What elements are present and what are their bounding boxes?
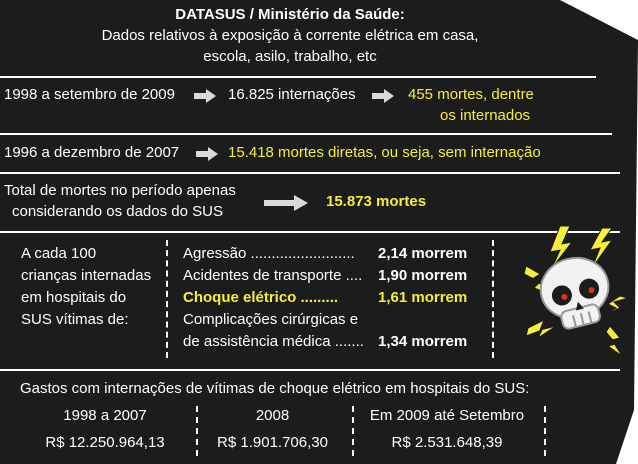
arrow-right-icon	[372, 89, 394, 103]
row2-period: 1996 a dezembro de 2007	[4, 144, 180, 161]
arrow-right-icon	[196, 147, 218, 161]
cause-label-complicacoes-line-1: Complicações cirúrgicas e	[183, 311, 359, 328]
header-line-2: escola, asilo, trabalho, etc	[203, 48, 377, 65]
row1-internacoes: 16.825 internações	[228, 86, 356, 103]
costs-period: Em 2009 até Setembro	[369, 407, 525, 424]
row1-period: 1998 a setembro de 2009	[4, 86, 175, 103]
cause-label-complicacoes-line-2: de assistência médica .......	[183, 333, 364, 350]
divider	[0, 76, 596, 78]
arrow-right-icon	[194, 89, 216, 103]
cause-label-agressao: Agressão .........................	[183, 245, 355, 262]
divider	[0, 231, 620, 233]
children-intro-line: em hospitais do	[21, 289, 127, 306]
skull-icon	[523, 225, 630, 357]
cause-label-transporte: Acidentes de transporte ....	[183, 267, 363, 284]
cause-value-agressao: 2,14 morrem	[378, 245, 468, 262]
dashed-separator	[352, 406, 354, 456]
row3-label-line-1: Total de mortes no período apenas	[4, 182, 236, 199]
cause-value-choque: 1,61 morrem	[378, 289, 468, 306]
header-title: DATASUS / Ministério da Saúde:	[175, 6, 405, 23]
dashed-separator	[196, 406, 198, 456]
row3-total: 15.873 mortes	[326, 193, 427, 210]
costs-value: R$ 1.901.706,30	[217, 434, 328, 451]
header-line-1: Dados relativos à exposição à corrente e…	[101, 27, 479, 44]
children-intro-line: SUS vítimas de:	[21, 311, 129, 328]
cause-label-choque: Choque elétrico .........	[183, 289, 339, 306]
dashed-separator	[544, 406, 546, 456]
row1-mortes-line-2: os internados	[440, 107, 531, 124]
costs-value: R$ 12.250.964,13	[45, 434, 165, 451]
row3-label-line-2: considerando os dados do SUS	[12, 203, 223, 220]
dashed-separator	[492, 240, 494, 358]
costs-period: 1998 a 2007	[63, 407, 147, 424]
arrow-right-icon	[264, 195, 308, 211]
children-intro-line: A cada 100	[21, 245, 97, 262]
costs-period: 2008	[255, 407, 290, 424]
divider	[0, 172, 620, 174]
divider	[0, 369, 620, 371]
row2-mortes: 15.418 mortes diretas, ou seja, sem inte…	[228, 144, 541, 161]
divider	[0, 133, 612, 135]
dashed-separator	[166, 240, 168, 358]
cause-value-complicacoes: 1,34 morrem	[378, 333, 468, 350]
costs-value: R$ 2.531.648,39	[391, 434, 503, 451]
row1-mortes-line-1: 455 mortes, dentre	[408, 86, 534, 103]
children-intro-line: crianças internadas	[21, 267, 152, 284]
cause-value-transporte: 1,90 morrem	[378, 267, 468, 284]
costs-title: Gastos com internações de vítimas de cho…	[20, 380, 530, 397]
